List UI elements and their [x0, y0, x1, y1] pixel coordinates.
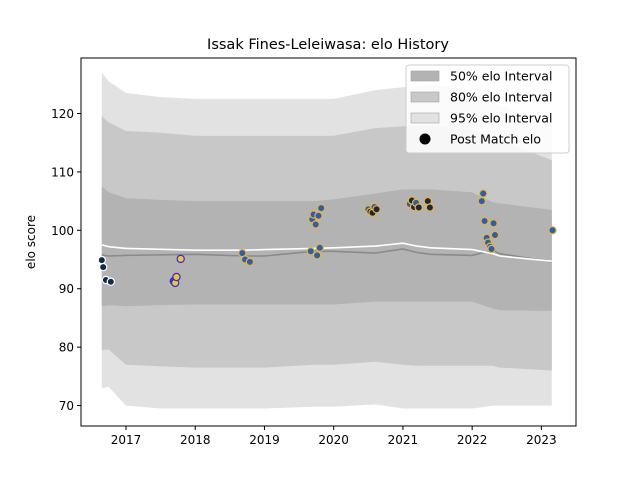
match-point: [312, 251, 322, 260]
match-point: [480, 216, 489, 226]
y-tick-label: 80: [59, 341, 74, 355]
legend-label: 50% elo Interval: [450, 69, 552, 84]
match-point: [372, 205, 381, 214]
x-tick-label: 2017: [111, 433, 142, 447]
y-tick-label: 120: [51, 107, 74, 121]
match-point: [176, 254, 185, 264]
match-point: [425, 203, 435, 212]
chart-title: Issak Fines-Leleiwasa: elo History: [207, 37, 449, 53]
legend-label: Post Match elo: [450, 132, 541, 147]
x-tick-label: 2018: [180, 433, 211, 447]
plot-frame: [80, 57, 577, 427]
legend-swatch: [410, 91, 440, 103]
match-point: [487, 244, 496, 254]
match-point: [490, 230, 500, 240]
legend-swatch: [410, 112, 440, 124]
match-point: [479, 189, 488, 198]
x-tick-label: 2019: [249, 433, 280, 447]
y-axis-label: elo score: [24, 215, 38, 269]
match-point: [548, 226, 557, 235]
match-point: [314, 211, 323, 220]
legend-marker: [419, 133, 431, 145]
match-point: [172, 272, 181, 282]
x-axis: 2017 2018 2019 2020 2021 2022 2023: [111, 426, 557, 447]
plot-area: [101, 72, 552, 409]
legend-label: 95% elo Interval: [450, 111, 552, 126]
legend-label: 80% elo Interval: [450, 90, 552, 105]
x-tick-label: 2020: [318, 433, 349, 447]
match-point: [315, 243, 324, 252]
match-point: [489, 219, 498, 228]
points-layer: [97, 189, 557, 288]
match-point: [98, 262, 108, 272]
x-tick-label: 2021: [388, 433, 419, 447]
match-point: [311, 220, 320, 229]
match-point: [306, 247, 315, 256]
match-point: [317, 203, 326, 213]
y-axis: 70 80 90 100 110 120: [51, 107, 81, 413]
match-point: [97, 255, 107, 265]
series-line-1: [101, 248, 552, 263]
y-tick-label: 100: [51, 224, 74, 238]
y-tick-label: 70: [59, 399, 74, 413]
legend: 50% elo Interval 80% elo Interval 95% elo …: [405, 64, 570, 154]
x-tick-label: 2023: [526, 433, 557, 447]
y-tick-label: 110: [51, 165, 74, 179]
x-tick-label: 2022: [457, 433, 488, 447]
y-tick-label: 90: [59, 282, 74, 296]
match-point: [414, 203, 423, 212]
match-point: [106, 277, 116, 286]
match-point: [245, 257, 255, 267]
legend-frame: [405, 64, 570, 154]
match-point: [477, 196, 486, 206]
series-line-2: [101, 242, 552, 263]
legend-swatch: [410, 70, 440, 82]
